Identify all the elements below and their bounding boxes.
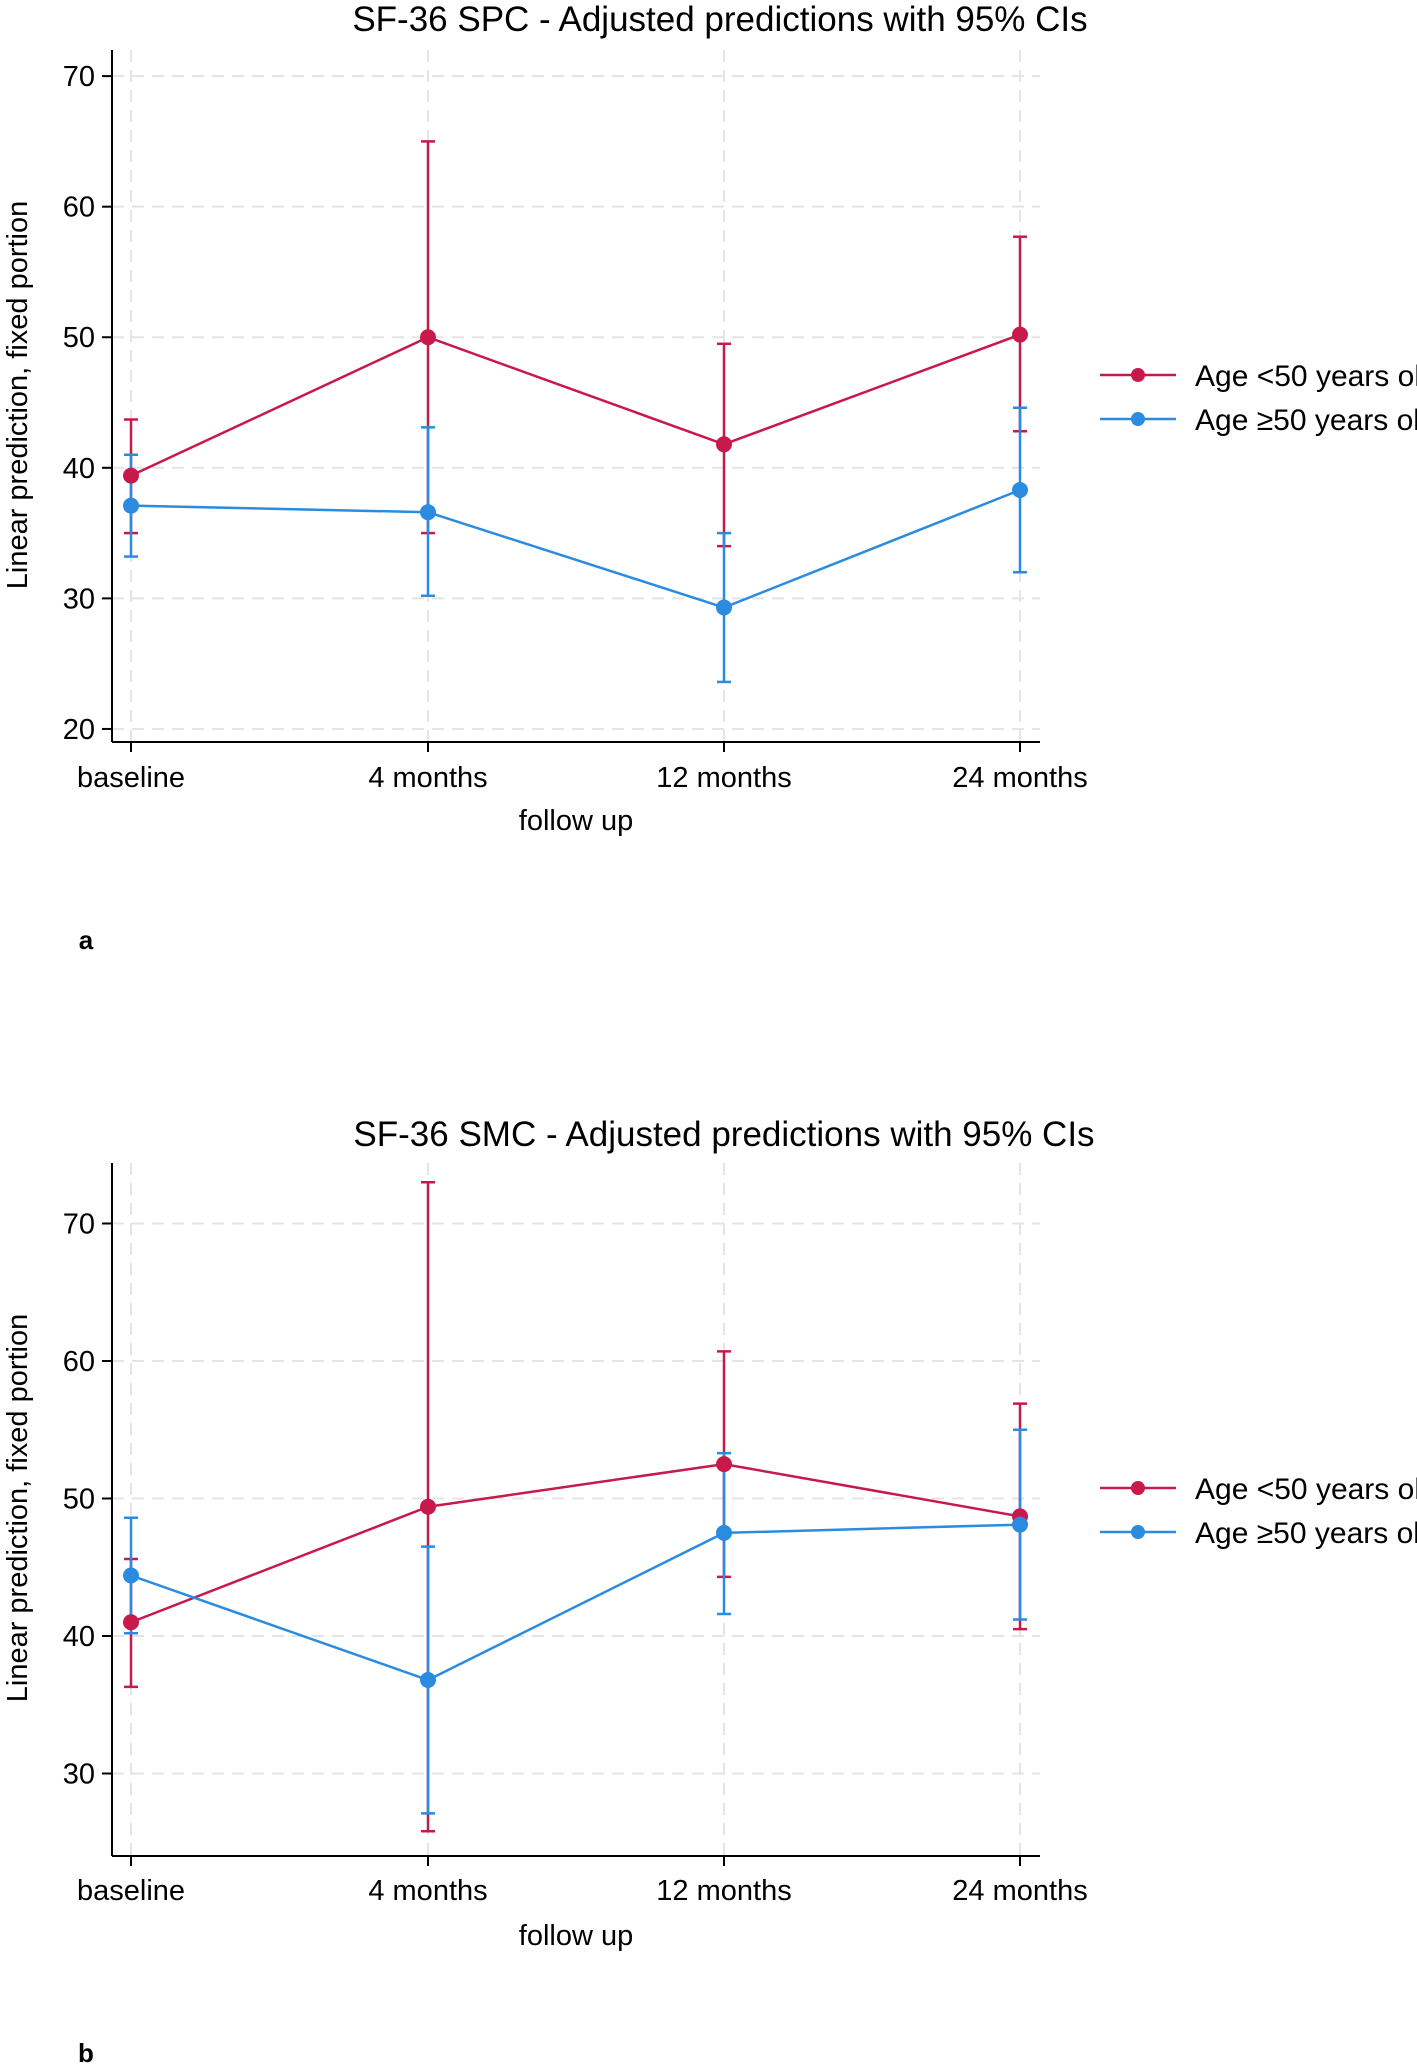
chart-b-data-point	[1012, 1516, 1028, 1533]
chart-a-legend: Age <50 years old Age ≥50 years old	[1100, 360, 1417, 437]
chart-b-series-line	[130, 1523, 1021, 1682]
chart-a-data-point	[716, 599, 732, 616]
chart-b-data-point	[123, 1567, 139, 1584]
chart-b-data-point	[716, 1456, 732, 1473]
chart-b-ytick-label: 30	[63, 1759, 95, 1791]
chart-b-legend-swatch-dot	[1131, 1525, 1145, 1539]
chart-a-ytick-label: 40	[63, 453, 95, 485]
chart-b-data-point	[123, 1614, 139, 1631]
chart-b-data-point	[420, 1498, 436, 1515]
chart-a: SF-36 SPC - Adjusted predictions with 95…	[2, 0, 1417, 955]
chart-b-xtick-label: 12 months	[656, 1875, 791, 1907]
chart-b-grid	[112, 1163, 1040, 1856]
chart-a-legend-label: Age ≥50 years old	[1195, 404, 1417, 437]
chart-b-legend: Age <50 years old Age ≥50 years old	[1100, 1473, 1417, 1550]
chart-b: SF-36 SMC - Adjusted predictions with 95…	[2, 1115, 1417, 2066]
chart-b-xtick-label: 4 months	[368, 1875, 487, 1907]
chart-b-axes: 30 40 50 60 70 baseline 4 months 12 months 24 mo…	[63, 1163, 1088, 1907]
panel-label-b: b	[78, 2038, 94, 2066]
chart-b-title: SF-36 SMC - Adjusted predictions with 95…	[353, 1115, 1094, 1154]
chart-a-xtick-label: 12 months	[656, 762, 791, 794]
chart-a-ytick-label: 60	[63, 192, 95, 224]
chart-a-xtick-label: baseline	[77, 762, 185, 794]
chart-a-marks	[123, 140, 1028, 684]
chart-a-xtick-label: 24 months	[952, 762, 1087, 794]
chart-b-xtick-label: baseline	[77, 1875, 185, 1907]
chart-b-xlabel: follow up	[519, 1920, 633, 1952]
chart-a-series-line	[130, 333, 1021, 477]
chart-b-ytick-label: 60	[63, 1346, 95, 1378]
chart-a-legend-label: Age <50 years old	[1195, 360, 1417, 393]
chart-a-ytick-label: 30	[63, 583, 95, 615]
chart-a-ytick-label: 20	[63, 714, 95, 746]
chart-b-legend-label: Age <50 years old	[1195, 1473, 1417, 1506]
chart-a-xtick-label: 4 months	[368, 762, 487, 794]
chart-b-xtick-label: 24 months	[952, 1875, 1087, 1907]
chart-a-data-point	[716, 436, 732, 453]
chart-a-data-point	[123, 467, 139, 484]
chart-b-marks	[123, 1181, 1028, 1833]
chart-a-axes: 20 30 40 50 60 70 baseline 4 months 12 months 24 …	[63, 50, 1088, 794]
chart-a-grid	[112, 50, 1040, 742]
chart-b-ytick-label: 70	[63, 1209, 95, 1241]
chart-b-data-point	[420, 1672, 436, 1688]
chart-b-legend-label: Age ≥50 years old	[1195, 1517, 1417, 1550]
chart-a-xlabel: follow up	[519, 805, 633, 837]
chart-a-data-point	[1012, 482, 1028, 499]
chart-a-data-point	[1012, 326, 1028, 343]
chart-a-title: SF-36 SPC - Adjusted predictions with 95…	[352, 0, 1087, 39]
panel-label-a: a	[79, 925, 94, 955]
chart-a-data-point	[420, 329, 436, 346]
chart-a-series-line	[130, 488, 1021, 609]
chart-a-ylabel: Linear prediction, fixed portion	[2, 201, 34, 590]
chart-b-ytick-label: 40	[63, 1621, 95, 1653]
chart-b-legend-swatch-dot	[1131, 1481, 1145, 1495]
chart-a-ytick-label: 70	[63, 61, 95, 93]
chart-b-ylabel: Linear prediction, fixed portion	[2, 1314, 34, 1703]
chart-b-ytick-label: 50	[63, 1484, 95, 1516]
chart-a-legend-swatch-dot	[1131, 412, 1145, 426]
chart-a-legend-swatch-dot	[1131, 368, 1145, 382]
chart-a-ytick-label: 50	[63, 322, 95, 354]
chart-a-data-point	[420, 504, 436, 521]
chart-a-data-point	[123, 497, 139, 514]
chart-b-series-line	[130, 1462, 1021, 1624]
chart-b-data-point	[716, 1524, 732, 1541]
